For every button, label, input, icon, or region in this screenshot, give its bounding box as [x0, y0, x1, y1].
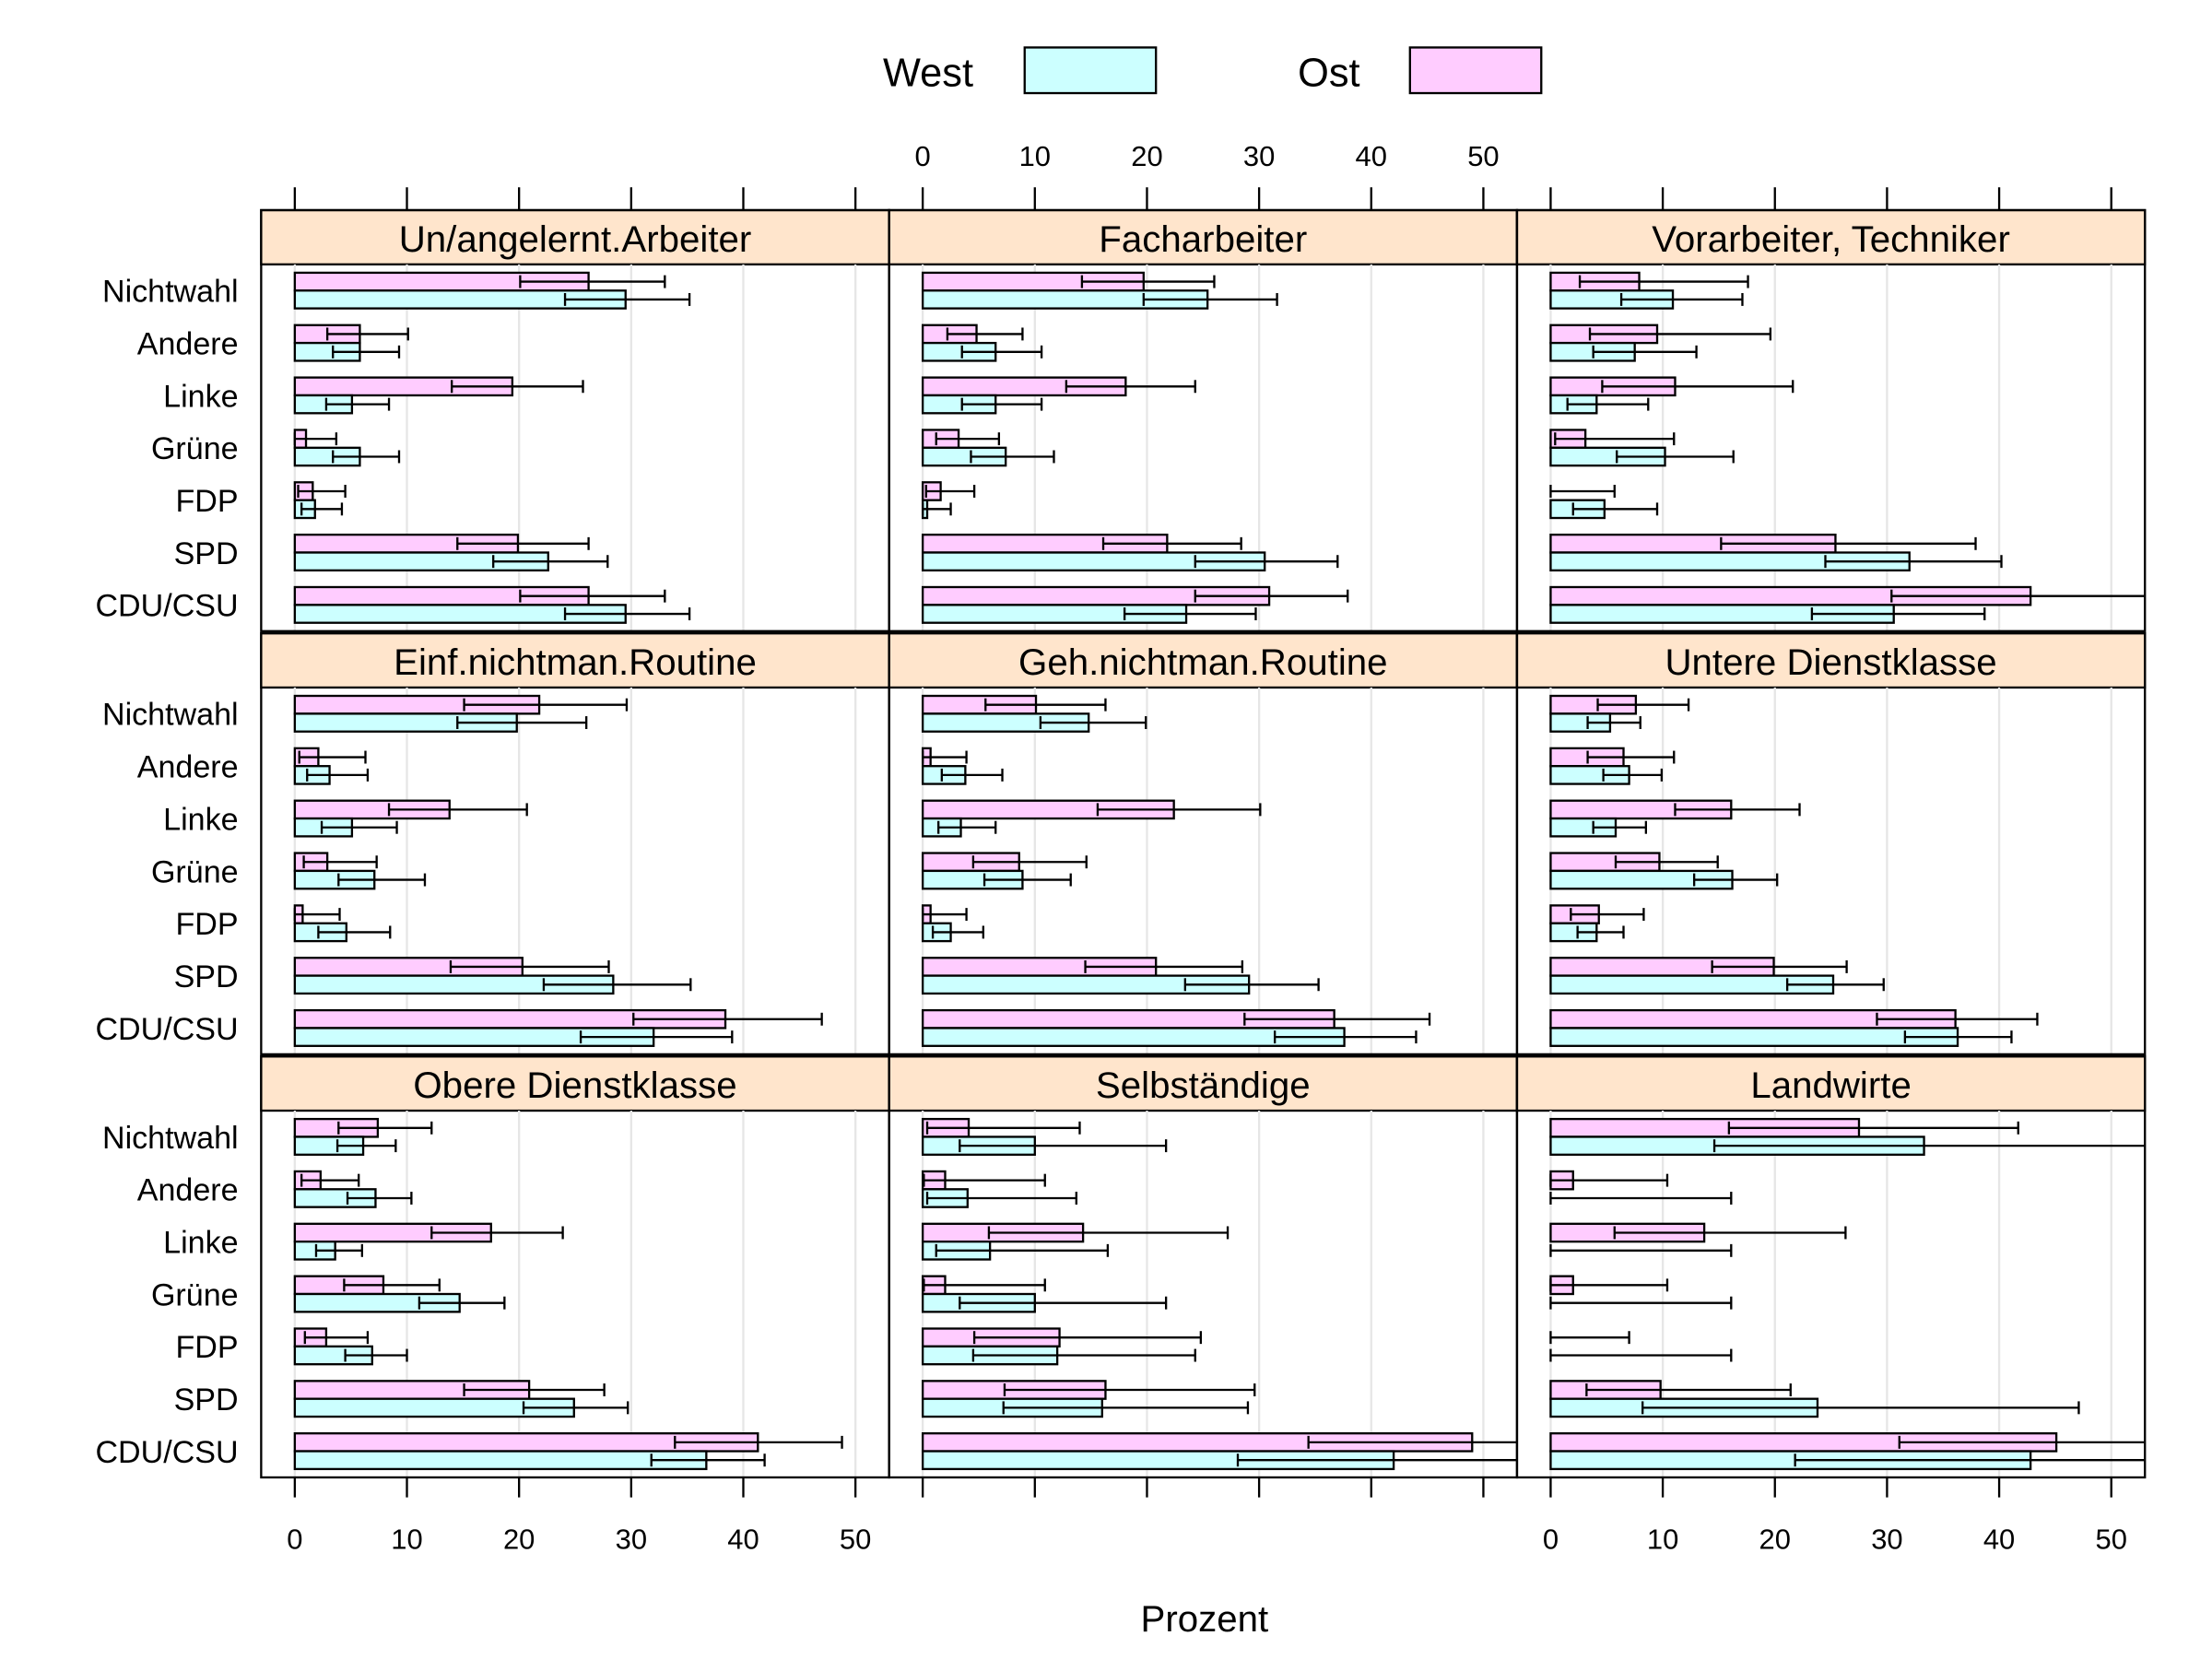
tick-label-bottom: 40 — [1983, 1523, 2015, 1555]
tick-label-bottom: 30 — [1871, 1523, 1902, 1555]
tick-label-bottom: 0 — [1543, 1523, 1559, 1555]
panel-strip — [260, 208, 890, 265]
panel: Landwirte 0 10 20 30 40 50 — [1515, 1055, 2147, 1555]
tick-label-top: 30 — [1243, 140, 1275, 172]
panel: Einf.nichtman.Routine Nichtwahl Andere Link… — [95, 631, 890, 1056]
category-label: Nichtwahl — [102, 275, 239, 310]
tick-label-top: 10 — [1019, 140, 1051, 172]
tick-label-bottom: 10 — [1647, 1523, 1678, 1555]
tick-label-top: 50 — [1467, 140, 1499, 172]
tick-label-top: 20 — [1131, 140, 1162, 172]
tick-label-top: 0 — [915, 140, 931, 172]
tick-label-bottom: 30 — [616, 1523, 647, 1555]
category-label: FDP — [175, 907, 238, 942]
category-label: Linke — [163, 379, 238, 414]
panel-title: Landwirte — [1750, 1065, 1912, 1106]
panel-title: Untere Dienstklasse — [1665, 641, 1996, 683]
tick-label-bottom: 10 — [391, 1523, 422, 1555]
panel-strip — [1515, 1055, 2147, 1112]
tick-label-bottom: 40 — [727, 1523, 759, 1555]
category-label: Andere — [137, 326, 239, 361]
category-label: Nichtwahl — [102, 1121, 239, 1156]
category-label: CDU/CSU — [95, 589, 238, 624]
panel-title: Facharbeiter — [1099, 218, 1307, 260]
panel-title: Selbständige — [1096, 1065, 1311, 1106]
panel: Vorarbeiter, Techniker — [1515, 187, 2147, 632]
category-label: FDP — [175, 1330, 238, 1365]
category-label: Grüne — [151, 431, 239, 466]
panel: Untere Dienstklasse — [1515, 631, 2147, 1056]
panel-title: Un/angelernt.Arbeiter — [399, 218, 752, 260]
category-label: Grüne — [151, 854, 239, 889]
panels: Un/angelernt.Arbeiter Nichtwahl Andere Link… — [95, 140, 2147, 1555]
panel: Selbständige — [888, 1055, 1519, 1498]
tick-label-bottom: 50 — [840, 1523, 871, 1555]
tick-label-bottom: 20 — [503, 1523, 535, 1555]
panel-strip — [1515, 631, 2147, 689]
legend-swatch-west — [1023, 46, 1158, 95]
panel-strip — [888, 631, 1519, 689]
panel-title: Einf.nichtman.Routine — [394, 641, 757, 683]
legend: West Ost — [883, 46, 1543, 95]
panel-frame — [1515, 208, 2147, 632]
tick-label-bottom: 0 — [287, 1523, 302, 1555]
legend-swatch-ost — [1408, 46, 1543, 95]
bar-west — [293, 1450, 708, 1471]
panel: Geh.nichtman.Routine — [888, 631, 1519, 1056]
category-label: SPD — [174, 1382, 239, 1418]
panel-title: Obere Dienstklasse — [413, 1065, 736, 1106]
panel: Obere Dienstklasse Nichtwahl Andere Linke Gr… — [95, 1055, 890, 1555]
category-label: SPD — [174, 536, 239, 571]
category-label: Linke — [163, 1226, 238, 1261]
category-label: CDU/CSU — [95, 1012, 238, 1047]
category-label: Andere — [137, 1173, 239, 1208]
category-label: Grüne — [151, 1277, 239, 1312]
panel-strip — [260, 631, 890, 689]
legend-label-west: West — [883, 51, 973, 95]
x-axis-title: Prozent — [1140, 1598, 1268, 1640]
legend-label-ost: Ost — [1298, 51, 1359, 95]
panel: Un/angelernt.Arbeiter Nichtwahl Andere Link… — [95, 187, 890, 632]
panel-strip — [888, 208, 1519, 265]
tick-label-top: 40 — [1356, 140, 1387, 172]
category-label: Andere — [137, 750, 239, 785]
category-label: CDU/CSU — [95, 1435, 238, 1470]
category-label: SPD — [174, 959, 239, 994]
category-label: Linke — [163, 802, 238, 837]
bar-west — [1549, 1027, 1959, 1047]
tick-label-bottom: 50 — [2096, 1523, 2127, 1555]
panel-frame — [1515, 1055, 2147, 1479]
panel-strip — [888, 1055, 1519, 1112]
panel: Facharbeiter 0 10 20 30 40 50 — [888, 140, 1519, 632]
category-label: Nichtwahl — [102, 698, 239, 733]
panel-frame — [1515, 631, 2147, 1056]
panel-title: Vorarbeiter, Techniker — [1652, 218, 2010, 260]
tick-label-bottom: 20 — [1759, 1523, 1791, 1555]
panel-title: Geh.nichtman.Routine — [1018, 641, 1388, 683]
category-label: FDP — [175, 484, 238, 519]
